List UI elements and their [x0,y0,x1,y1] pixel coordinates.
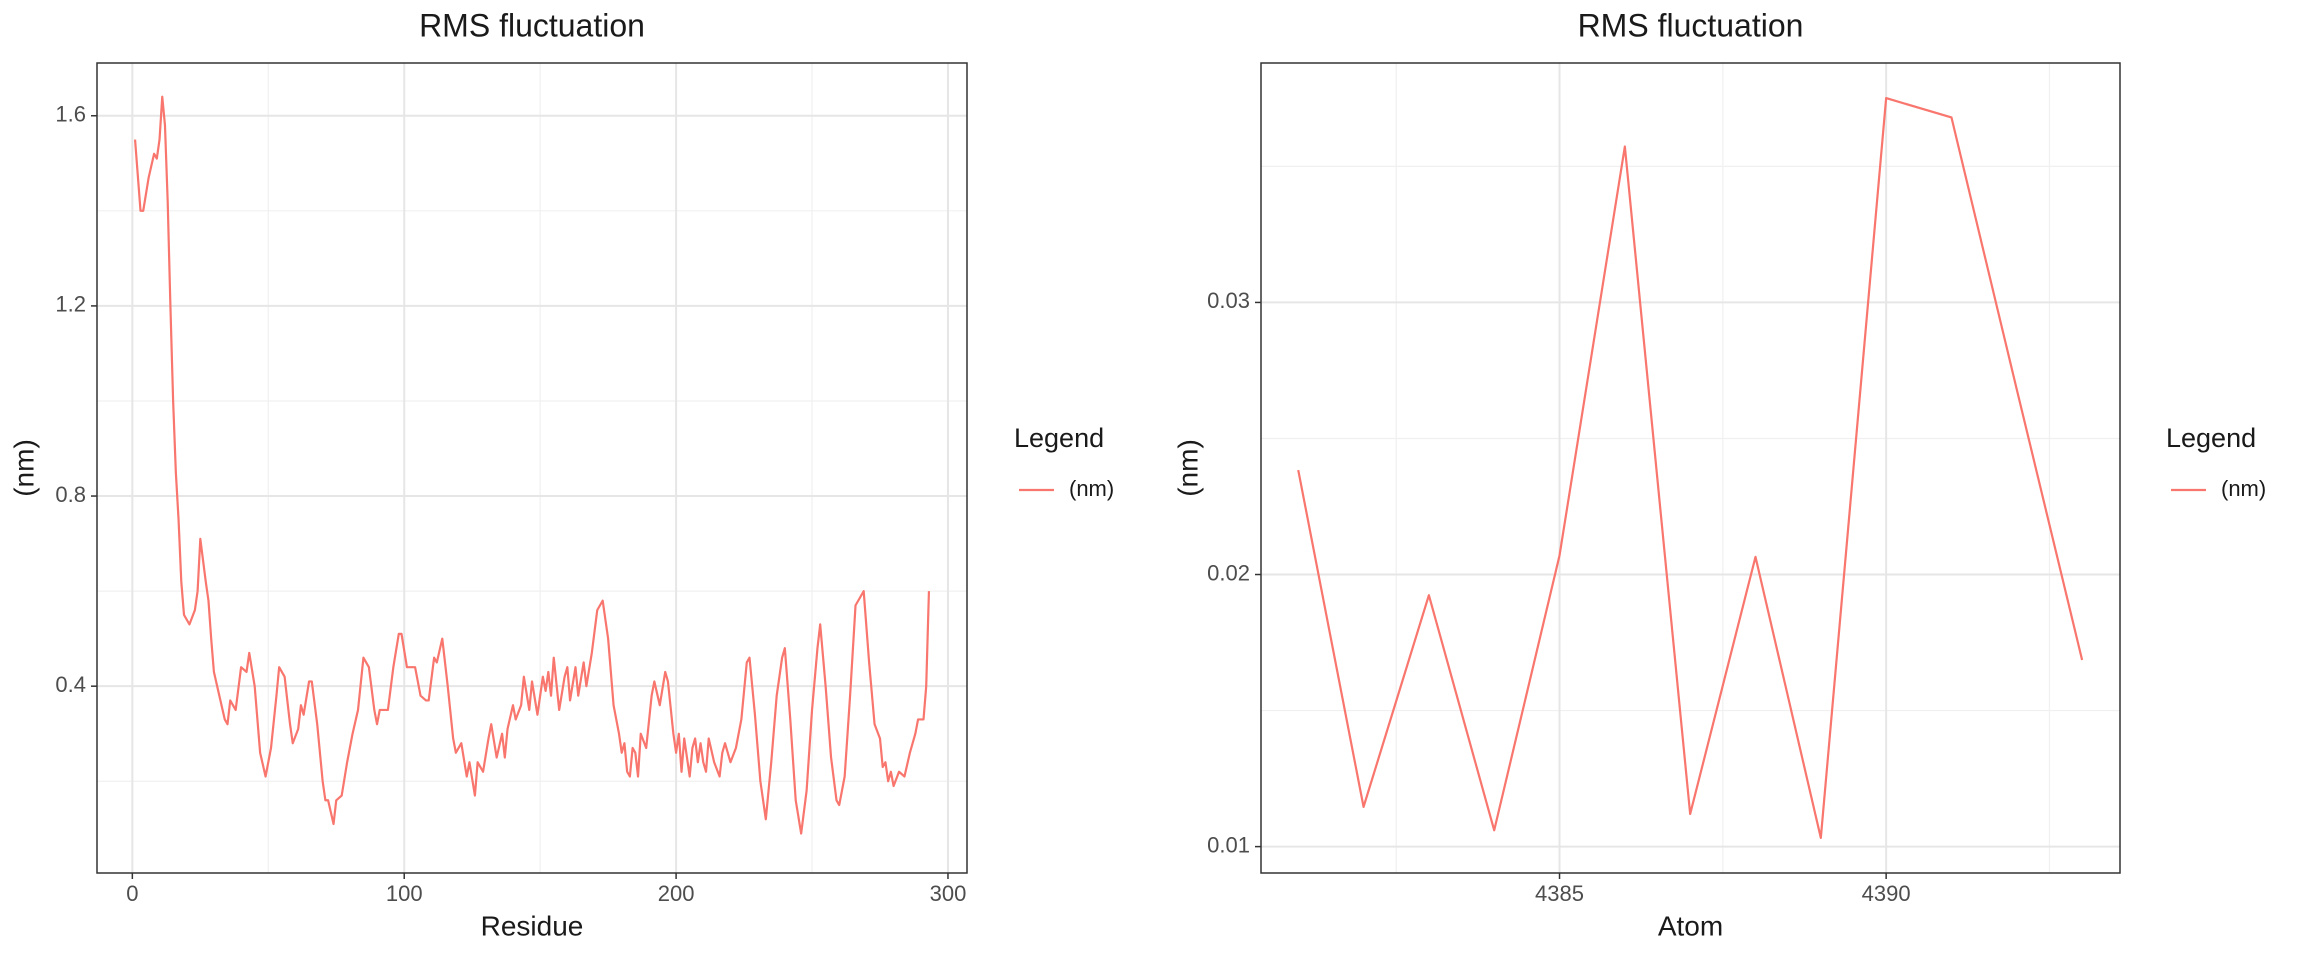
legend: Legend (nm) [2166,423,2266,501]
chart-title: RMS fluctuation [1578,7,1804,43]
legend: Legend (nm) [1014,423,1114,501]
y-tick-label: 0.03 [1207,288,1250,313]
legend-label: (nm) [1069,476,1114,501]
plot-background [97,63,967,873]
y-axis-label: (nm) [1172,439,1203,497]
y-tick-label: 0.02 [1207,560,1250,585]
y-tick-label: 1.2 [55,292,86,317]
x-tick-label: 100 [386,881,423,906]
plot-border [96,62,968,874]
legend-label: (nm) [2221,476,2266,501]
legend-title: Legend [1014,423,1104,453]
panel: 0.01 0.02 0.03 4385 4390 RMS fluctuation Atom (… [1172,7,2266,941]
y-tick-label: 0.4 [55,672,86,697]
y-tick-label: 0.01 [1207,832,1250,857]
x-tick-label: 0 [126,881,138,906]
data-line [1297,96,2084,840]
x-tick-label: 4385 [1535,881,1584,906]
legend-title: Legend [2166,423,2256,453]
x-tick-label: 4390 [1862,881,1911,906]
y-tick-label: 0.8 [55,482,86,507]
x-tick-label: 200 [658,881,695,906]
x-axis-label: Atom [1658,910,1723,941]
panel: 0.4 0.8 1.2 1.6 0 100 200 300 RMS fluctuation Res… [8,7,1114,941]
y-axis-label: (nm) [8,439,39,497]
plot-border [1260,62,2121,874]
x-tick-label: 300 [930,881,967,906]
data-line [133,95,931,835]
x-axis-label: Residue [481,910,584,941]
plot-background [1261,63,2120,873]
chart-title: RMS fluctuation [419,7,645,43]
y-tick-label: 1.6 [55,102,86,127]
